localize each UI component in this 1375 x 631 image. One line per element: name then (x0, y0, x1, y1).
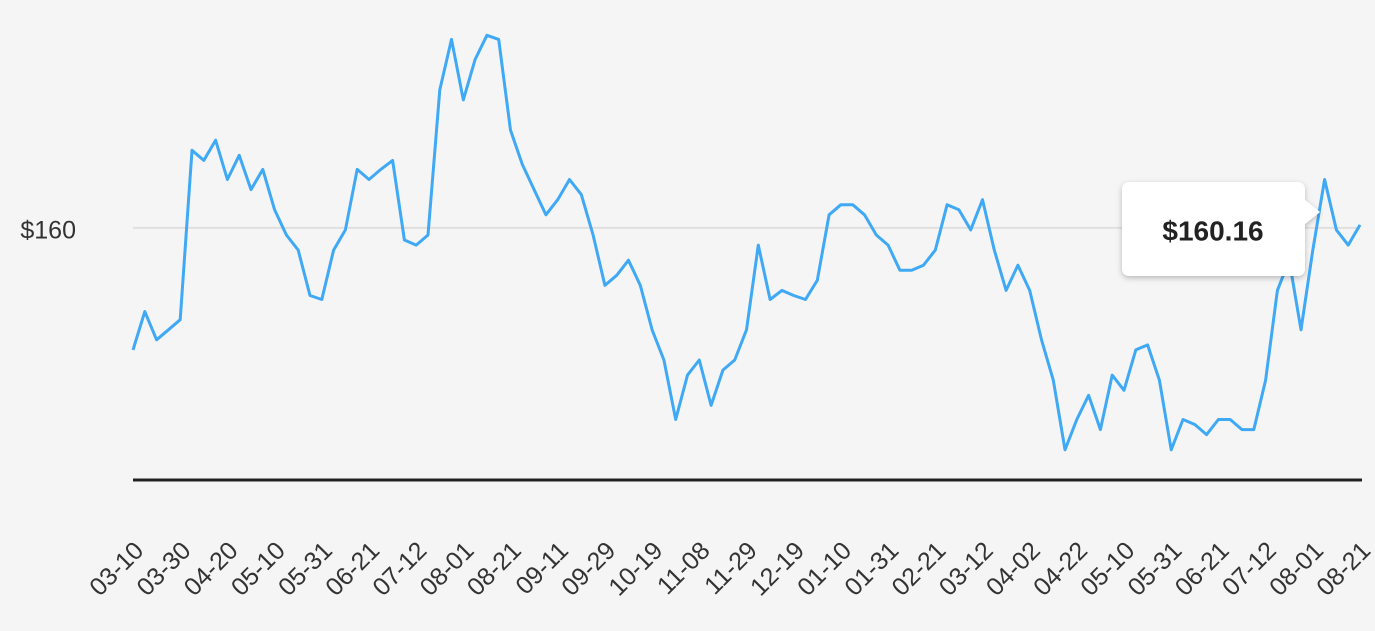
x-tick-label: 01-10 (792, 536, 857, 601)
tooltip (1122, 182, 1320, 276)
x-tick-label: 08-01 (415, 536, 480, 601)
x-tick-label: 01-31 (839, 536, 904, 601)
x-axis: 03-1003-3004-2005-1005-3106-2107-1208-01… (84, 536, 1375, 601)
x-tick-label: 09-29 (556, 536, 621, 601)
plot-area (131, 33, 1362, 452)
x-tick-label: 04-02 (981, 536, 1046, 601)
x-tick-label: 05-31 (273, 536, 338, 601)
x-tick-label: 06-21 (320, 536, 385, 601)
x-tick-label: 10-19 (603, 536, 668, 601)
x-tick-label: 07-12 (1217, 536, 1282, 601)
x-tick-label: 05-31 (1122, 536, 1187, 601)
line-series (131, 33, 1362, 452)
x-tick-label: 04-22 (1028, 536, 1093, 601)
x-tick-label: 08-21 (462, 536, 527, 601)
tooltip-box (1122, 182, 1320, 276)
x-tick-label: 04-20 (179, 536, 244, 601)
x-tick-label: 03-30 (131, 536, 196, 601)
x-tick-label: 02-21 (886, 536, 951, 601)
x-tick-label: 05-10 (226, 536, 291, 601)
x-tick-label: 12-19 (745, 536, 810, 601)
y-tick-label: $160 (20, 217, 76, 245)
x-tick-label: 08-01 (1264, 536, 1329, 601)
x-tick-label: 08-21 (1311, 536, 1375, 601)
x-tick-label: 03-10 (84, 536, 149, 601)
x-tick-label: 07-12 (367, 536, 432, 601)
x-tick-label: 06-21 (1170, 536, 1235, 601)
x-tick-label: 05-10 (1075, 536, 1140, 601)
tooltip-label: $160.16 (1162, 215, 1263, 246)
x-tick-label: 03-12 (934, 536, 999, 601)
x-tick-label: 11-08 (652, 536, 716, 600)
